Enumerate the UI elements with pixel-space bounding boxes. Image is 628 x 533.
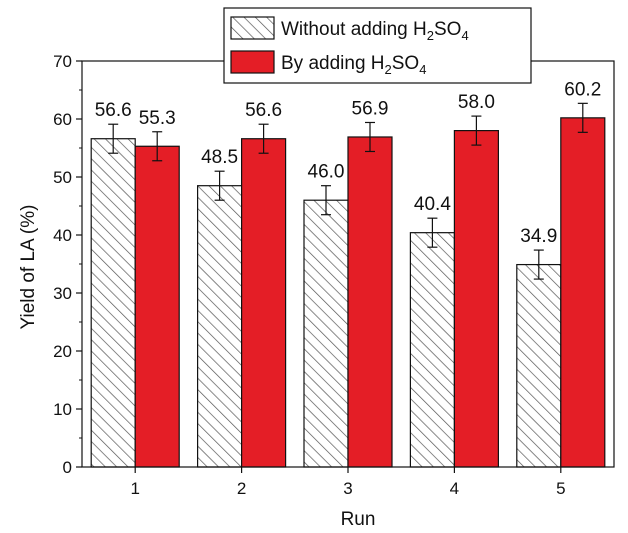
bar-series-1-run-4 bbox=[409, 232, 455, 468]
x-axis-title: Run bbox=[341, 509, 376, 530]
bar-series-2-run-1 bbox=[134, 145, 180, 468]
data-label-series-1-run-1: 56.6 bbox=[95, 100, 132, 121]
legend-text-part: Without adding H bbox=[281, 19, 427, 40]
bar-series-1-run-2 bbox=[197, 185, 243, 468]
bar-series-2-run-3 bbox=[347, 136, 393, 468]
bar-series-1-run-3 bbox=[303, 199, 349, 468]
bar-series-2-run-2 bbox=[241, 138, 287, 468]
y-tick-label-40: 40 bbox=[53, 226, 72, 245]
bar-series-2-run-4 bbox=[453, 130, 499, 468]
y-axis-title: Yield of LA (%) bbox=[18, 205, 39, 330]
legend-subscript: 2 bbox=[385, 62, 392, 77]
legend-swatch-series-1 bbox=[230, 16, 275, 40]
bar-series-1-run-1 bbox=[90, 138, 136, 468]
legend-subscript: 4 bbox=[461, 28, 468, 43]
legend-subscript: 2 bbox=[427, 28, 434, 43]
legend-text-part: SO bbox=[392, 53, 419, 74]
data-label-series-2-run-4: 58.0 bbox=[458, 92, 495, 113]
data-label-series-1-run-5: 34.9 bbox=[520, 226, 557, 247]
legend-box bbox=[223, 7, 532, 84]
legend-label-series-1: Without adding H2SO4 bbox=[281, 19, 469, 43]
legend-swatch-series-2 bbox=[230, 50, 275, 74]
x-tick-label-5: 5 bbox=[556, 479, 565, 498]
legend-text-part: SO bbox=[434, 19, 461, 40]
y-tick-label-60: 60 bbox=[53, 110, 72, 129]
y-tick-label-0: 0 bbox=[63, 458, 72, 477]
y-tick-label-10: 10 bbox=[53, 400, 72, 419]
x-tick-label-4: 4 bbox=[450, 479, 459, 498]
x-tick-label-3: 3 bbox=[343, 479, 352, 498]
data-label-series-1-run-4: 40.4 bbox=[414, 194, 451, 215]
y-tick-label-50: 50 bbox=[53, 168, 72, 187]
x-tick-label-2: 2 bbox=[237, 479, 246, 498]
y-tick-label-20: 20 bbox=[53, 342, 72, 361]
data-label-series-2-run-2: 56.6 bbox=[245, 100, 282, 121]
bar-series-1-run-5 bbox=[516, 263, 562, 468]
data-label-series-2-run-5: 60.2 bbox=[564, 79, 601, 100]
x-tick-label-1: 1 bbox=[130, 479, 139, 498]
data-label-series-2-run-3: 56.9 bbox=[352, 98, 389, 119]
y-tick-label-30: 30 bbox=[53, 284, 72, 303]
y-tick-label-70: 70 bbox=[53, 52, 72, 71]
bar-series-2-run-5 bbox=[560, 117, 606, 468]
data-label-series-1-run-3: 46.0 bbox=[308, 162, 345, 183]
legend-text-part: By adding H bbox=[281, 53, 385, 74]
data-label-series-2-run-1: 55.3 bbox=[139, 108, 176, 129]
data-label-series-1-run-2: 48.5 bbox=[201, 147, 238, 168]
legend-label-series-2: By adding H2SO4 bbox=[281, 53, 426, 77]
legend-subscript: 4 bbox=[419, 62, 426, 77]
